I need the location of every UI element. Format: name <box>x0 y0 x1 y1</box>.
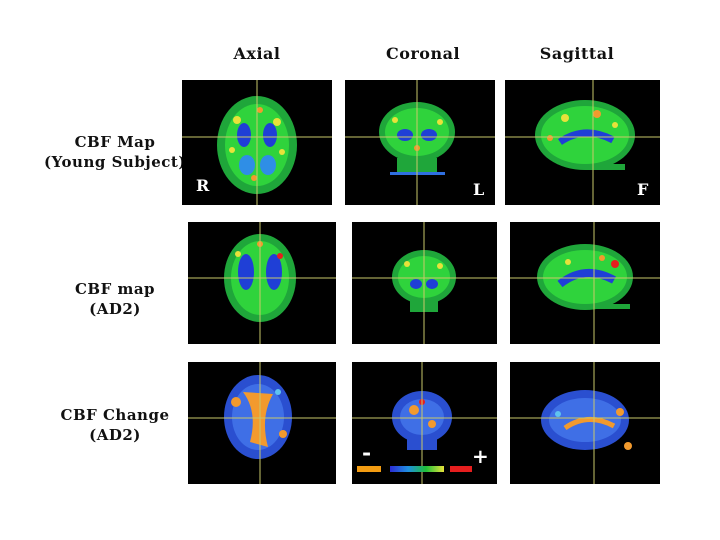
sagittal-brain-image <box>505 80 660 205</box>
orientation-label-right: R <box>196 176 211 195</box>
panel-ad2-coronal <box>352 222 497 344</box>
column-header-coronal: Coronal <box>385 44 461 63</box>
row-label-ad2-cbf-map: CBF map (AD2) <box>40 279 190 319</box>
column-header-sagittal: Sagittal <box>539 44 615 63</box>
colorbar-minus-label: - <box>362 440 372 466</box>
orientation-label-left: L <box>473 180 486 199</box>
panel-young-coronal: L <box>345 80 495 205</box>
panel-ad2-change-axial <box>188 362 336 484</box>
row-label-line2: (AD2) <box>89 300 141 318</box>
orientation-label-front: F <box>637 180 650 199</box>
sagittal-change-image <box>510 362 660 484</box>
sagittal-brain-image <box>510 222 660 344</box>
row-label-young-cbf-map: CBF Map (Young Subject) <box>40 132 190 172</box>
row-label-line1: CBF Map <box>74 133 156 151</box>
axial-brain-image <box>188 222 336 344</box>
row-label-line2: (Young Subject) <box>44 153 186 171</box>
panel-ad2-sagittal <box>510 222 660 344</box>
coronal-change-image <box>352 362 497 484</box>
panel-ad2-change-coronal: - + <box>352 362 497 484</box>
row-label-line1: CBF map <box>74 280 156 298</box>
panel-young-axial: R <box>182 80 332 205</box>
axial-brain-image <box>182 80 332 205</box>
coronal-brain-image <box>345 80 495 205</box>
column-header-axial: Axial <box>233 44 281 63</box>
coronal-brain-image <box>352 222 497 344</box>
panel-ad2-axial <box>188 222 336 344</box>
colorbar-plus-label: + <box>472 444 489 468</box>
row-label-ad2-cbf-change: CBF Change (AD2) <box>40 405 190 445</box>
colorbar-gradient <box>390 466 444 472</box>
panel-ad2-change-sagittal <box>510 362 660 484</box>
colorbar-negative-swatch <box>357 466 381 472</box>
row-label-line2: (AD2) <box>89 426 141 444</box>
panel-young-sagittal: F <box>505 80 660 205</box>
row-label-line1: CBF Change <box>60 406 170 424</box>
axial-change-image <box>188 362 336 484</box>
colorbar-positive-swatch <box>450 466 472 472</box>
